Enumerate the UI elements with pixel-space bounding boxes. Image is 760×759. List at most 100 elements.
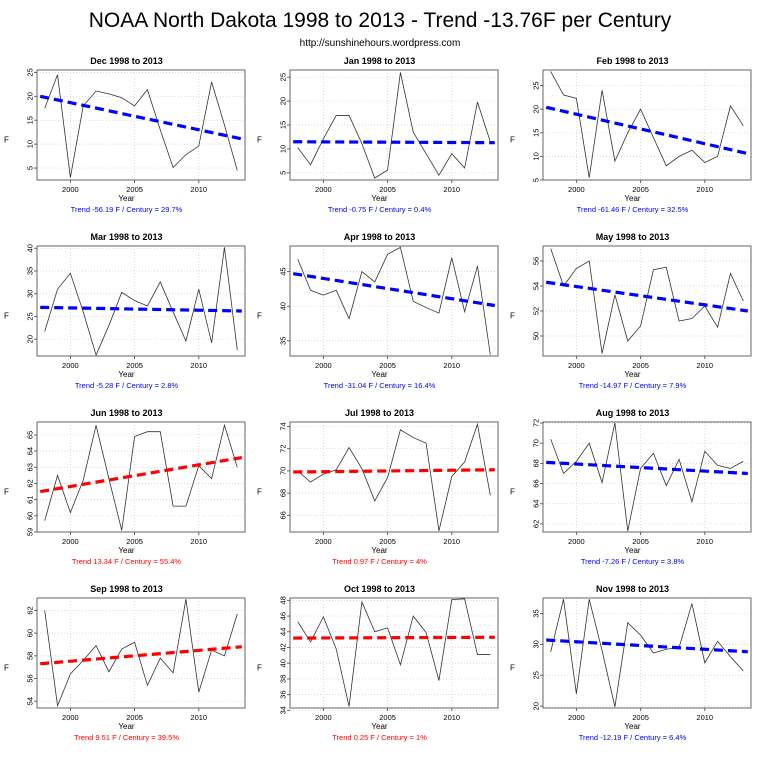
y-axis-label: F	[4, 663, 9, 673]
chart-panel: May 1998 to 2013 F Year Trend -14.97 F / Ce…	[506, 228, 759, 404]
plot-area: 35 40 45 2000 2005 2010	[279, 245, 499, 370]
y-axis-label: F	[4, 487, 9, 497]
x-axis-tick-label: 2005	[632, 537, 649, 546]
x-axis-tick-label: 2010	[443, 713, 460, 722]
x-axis-tick-label: 2000	[315, 185, 332, 194]
y-axis-tick-label: 35	[26, 267, 35, 275]
x-axis-tick-label: 2000	[315, 361, 332, 370]
y-axis-tick-label: 36	[279, 690, 288, 698]
y-axis-tick-label: 10	[279, 145, 288, 153]
x-axis-tick-label: 2010	[190, 185, 207, 194]
plot-frame	[36, 245, 246, 357]
trend-label: Trend -31.04 F / Century = 16.4%	[323, 381, 436, 390]
y-axis-label: F	[510, 311, 515, 321]
x-axis-tick-label: 2005	[632, 361, 649, 370]
plot-area: 34 36 38 40 42 44 46 48 2000 2005 2010	[279, 596, 499, 722]
page-title: NOAA North Dakota 1998 to 2013 - Trend -…	[88, 9, 672, 32]
y-axis-tick-label: 42	[279, 643, 288, 651]
y-axis-tick-label: 66	[532, 479, 541, 487]
y-axis-tick-label: 35	[279, 337, 288, 345]
y-axis-tick-label: 68	[279, 489, 288, 497]
trend-line	[293, 140, 495, 145]
plot-area: 5 10 15 20 25 2000 2005 2010	[532, 69, 752, 194]
y-axis-label: F	[257, 663, 262, 673]
y-axis-tick-label: 25	[532, 81, 541, 89]
y-axis-tick-label: 72	[532, 419, 541, 427]
x-axis-tick-label: 2000	[568, 537, 585, 546]
y-axis-tick-label: 70	[279, 467, 288, 475]
y-axis-label: F	[510, 487, 515, 497]
x-axis-tick-label: 2005	[126, 713, 143, 722]
y-axis-tick-label: 74	[279, 422, 288, 430]
panel-title: Jul 1998 to 2013	[344, 408, 415, 418]
chart-panel: Feb 1998 to 2013 F Year Trend -61.46 F / Ce…	[506, 52, 759, 228]
y-axis-label: F	[257, 311, 262, 321]
plot-area: 50 52 54 56 2000 2005 2010	[532, 245, 752, 370]
y-axis-tick-label: 63	[26, 463, 35, 471]
trend-label: Trend 0.97 F / Century = 4%	[332, 557, 427, 566]
x-axis-tick-label: 2000	[315, 537, 332, 546]
plot-area: 5 10 15 20 25 2000 2005 2010	[279, 69, 499, 194]
x-axis-tick-label: 2000	[62, 713, 79, 722]
trend-line	[293, 635, 495, 640]
y-axis-tick-label: 25	[279, 73, 288, 81]
data-series-line	[550, 71, 744, 178]
trend-label: Trend -5.28 F / Century = 2.8%	[74, 381, 179, 390]
panel-title: Oct 1998 to 2013	[343, 584, 416, 594]
y-axis-tick-label: 34	[279, 706, 288, 714]
panel-grid: Dec 1998 to 2013 F Year Trend -56.19 F / Ce…	[0, 52, 760, 759]
y-axis-tick-label: 50	[532, 332, 541, 340]
y-axis-tick-label: 58	[26, 652, 35, 660]
x-axis-tick-label: 2005	[379, 361, 396, 370]
y-axis-tick-label: 48	[279, 596, 288, 604]
source-url: http://sunshinehours.wordpress.com	[299, 38, 461, 49]
chart-panel: Mar 1998 to 2013 F Year Trend -5.28 F / Cen…	[0, 228, 253, 404]
y-axis-tick-label: 54	[26, 697, 35, 705]
chart-panel: Aug 1998 to 2013 F Year Trend -7.26 F / Cen…	[506, 404, 759, 580]
plot-area: 5 10 15 20 25 2000 2005 2010	[26, 68, 246, 194]
y-axis-tick-label: 30	[26, 290, 35, 298]
plot-area: 54 56 58 60 62 2000 2005 2010	[26, 597, 246, 722]
trend-line	[40, 305, 242, 313]
trend-label: Trend -14.97 F / Century = 7.9%	[578, 381, 687, 390]
y-axis-tick-label: 25	[532, 671, 541, 679]
x-axis-label: Year	[118, 722, 135, 731]
panel-title: Apr 1998 to 2013	[343, 232, 416, 242]
data-series-line	[297, 598, 491, 707]
y-axis-tick-label: 15	[279, 121, 288, 129]
plot-area: 59 60 61 62 63 64 65 2000 2005 2010	[25, 421, 246, 546]
y-axis-tick-label: 54	[532, 282, 541, 290]
x-axis-label: Year	[371, 546, 388, 555]
panel-title: Dec 1998 to 2013	[90, 56, 163, 66]
y-axis-tick-label: 72	[279, 444, 288, 452]
data-series-line	[44, 247, 238, 357]
trend-label: Trend -56.19 F / Century = 29.7%	[70, 205, 183, 214]
y-axis-tick-label: 62	[26, 479, 35, 487]
y-axis-tick-label: 52	[532, 307, 541, 315]
y-axis-tick-label: 10	[532, 152, 541, 160]
data-series-line	[297, 246, 491, 355]
plot-frame	[542, 421, 752, 533]
trend-label: Trend 0.25 F / Century = 1%	[332, 733, 427, 742]
data-series-line	[550, 422, 744, 532]
chart-panel: Dec 1998 to 2013 F Year Trend -56.19 F / Ce…	[0, 52, 253, 228]
x-axis-tick-label: 2010	[443, 537, 460, 546]
panel-title: Jan 1998 to 2013	[343, 56, 416, 66]
y-axis-label: F	[510, 663, 515, 673]
x-axis-label: Year	[118, 370, 135, 379]
plot-area: 20 25 30 35 2000 2005 2010	[532, 597, 752, 722]
x-axis-tick-label: 2005	[126, 185, 143, 194]
data-series-line	[44, 74, 238, 178]
y-axis-tick-label: 10	[26, 140, 35, 148]
trend-line	[545, 280, 749, 313]
x-axis-label: Year	[118, 546, 135, 555]
y-axis-tick-label: 15	[26, 116, 35, 124]
y-axis-tick-label: 46	[279, 612, 288, 620]
plot-frame	[289, 245, 499, 357]
chart-panel: Apr 1998 to 2013 F Year Trend -31.04 F / Ce…	[253, 228, 506, 404]
y-axis-tick-label: 45	[279, 267, 288, 275]
x-axis-tick-label: 2010	[190, 361, 207, 370]
chart-panel: Jun 1998 to 2013 F Year Trend 13.34 F / Cen…	[0, 404, 253, 580]
y-axis-tick-label: 64	[532, 500, 541, 508]
y-axis-tick-label: 40	[279, 659, 288, 667]
